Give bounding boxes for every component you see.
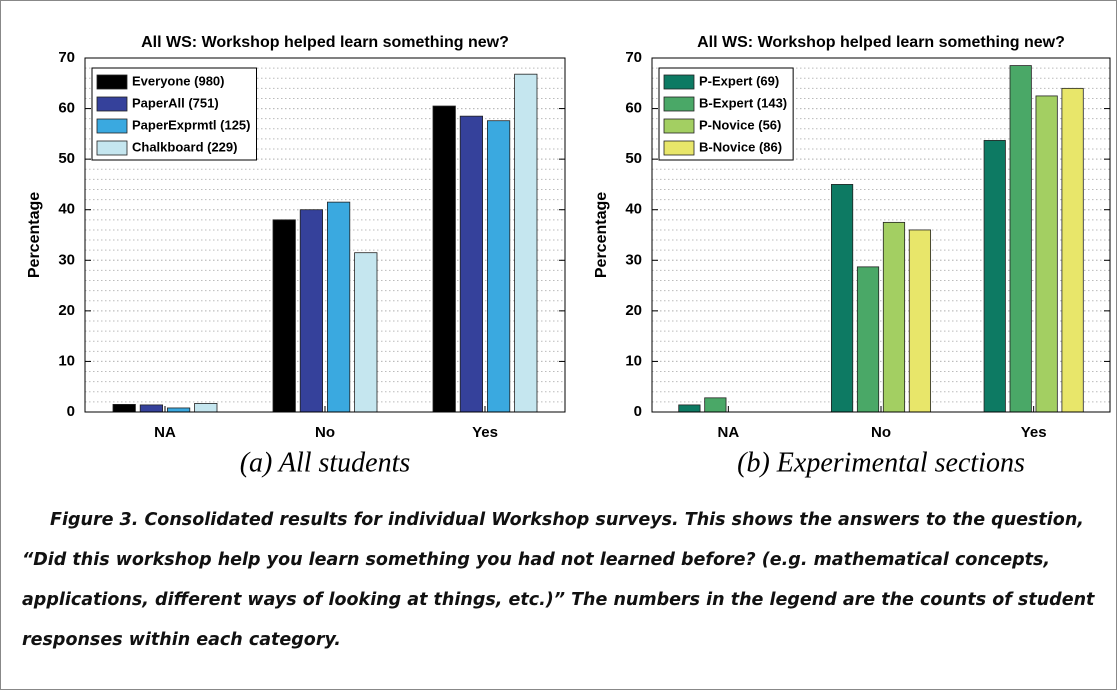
bar [830, 184, 854, 413]
bar [432, 105, 456, 413]
y-tick-label: 30 [625, 251, 642, 268]
legend-swatch [96, 96, 128, 112]
legend-swatch [96, 74, 128, 90]
legend-label: PaperAll (751) [132, 95, 219, 110]
y-tick-label: 60 [58, 100, 75, 117]
subcaption: (a) All students [240, 447, 411, 478]
y-tick-label: 10 [625, 352, 642, 369]
y-tick-label: 0 [634, 403, 642, 420]
legend-label: PaperExprmtl (125) [132, 117, 251, 132]
legend: Everyone (980) PaperAll (751) PaperExprmtl… [91, 67, 257, 161]
axes-box [84, 57, 566, 413]
y-tick-label: 40 [58, 201, 75, 218]
bar [326, 201, 351, 413]
bar [166, 407, 191, 413]
figure-caption: Figure 3. Consolidated results for indiv… [22, 510, 1095, 650]
x-tick-label: Yes [1021, 424, 1047, 441]
figure: 0 10 20 30 40 50 60 70 NA No Yes All WS: Workshop h… [26, 34, 1111, 478]
bar [856, 266, 880, 413]
bar [1061, 87, 1084, 413]
bar [459, 115, 484, 413]
subcaption: (b) Experimental sections [737, 447, 1025, 478]
y-tick-label: 60 [625, 100, 642, 117]
bar [354, 252, 378, 413]
y-tick-label: 40 [625, 201, 642, 218]
bar [1009, 65, 1032, 413]
bar [112, 404, 136, 413]
chart: 0 10 20 30 40 50 60 70 NA No Yes All WS: Workshop h… [593, 34, 1111, 478]
chart: 0 10 20 30 40 50 60 70 NA No Yes All WS: Workshop h… [26, 34, 566, 478]
legend-label: B-Novice (86) [699, 139, 782, 154]
legend-label: P-Expert (69) [699, 73, 779, 88]
legend-swatch [663, 140, 695, 156]
y-tick-label: 50 [58, 150, 75, 167]
legend-swatch [96, 140, 128, 156]
bar [678, 404, 701, 413]
legend-swatch [96, 118, 128, 134]
bar [299, 209, 324, 413]
y-axis-label: Percentage [26, 192, 43, 278]
bar [514, 73, 538, 413]
legend-label: P-Novice (56) [699, 117, 781, 132]
legend-swatch [663, 96, 695, 112]
bar [1035, 95, 1058, 413]
bar [139, 404, 163, 413]
x-tick-label: No [315, 424, 335, 441]
bar [486, 120, 511, 413]
bar [272, 219, 296, 413]
legend-swatch [663, 74, 695, 90]
x-tick-label: Yes [472, 424, 498, 441]
bar [704, 397, 727, 413]
bar [194, 403, 218, 413]
legend-label: Chalkboard (229) [132, 139, 237, 154]
legend-label: Everyone (980) [132, 73, 225, 88]
y-tick-label: 20 [58, 302, 75, 319]
bar [983, 140, 1006, 413]
chart-title: All WS: Workshop helped learn something … [697, 34, 1065, 51]
bar [882, 221, 906, 413]
y-tick-label: 70 [625, 49, 642, 66]
legend: P-Expert (69) B-Expert (143) P-Novice (56)… [658, 67, 794, 161]
x-tick-label: NA [717, 424, 739, 441]
legend-label: B-Expert (143) [699, 95, 787, 110]
y-tick-label: 20 [625, 302, 642, 319]
y-tick-label: 10 [58, 352, 75, 369]
bar [908, 229, 932, 413]
legend-swatch [663, 118, 695, 134]
y-tick-label: 50 [625, 150, 642, 167]
x-tick-label: NA [154, 424, 176, 441]
y-axis-label: Percentage [593, 192, 610, 278]
axes-box [651, 57, 1111, 413]
chart-title: All WS: Workshop helped learn something … [141, 34, 509, 51]
y-tick-label: 0 [67, 403, 75, 420]
x-tick-label: No [871, 424, 891, 441]
y-tick-label: 70 [58, 49, 75, 66]
y-tick-label: 30 [58, 251, 75, 268]
